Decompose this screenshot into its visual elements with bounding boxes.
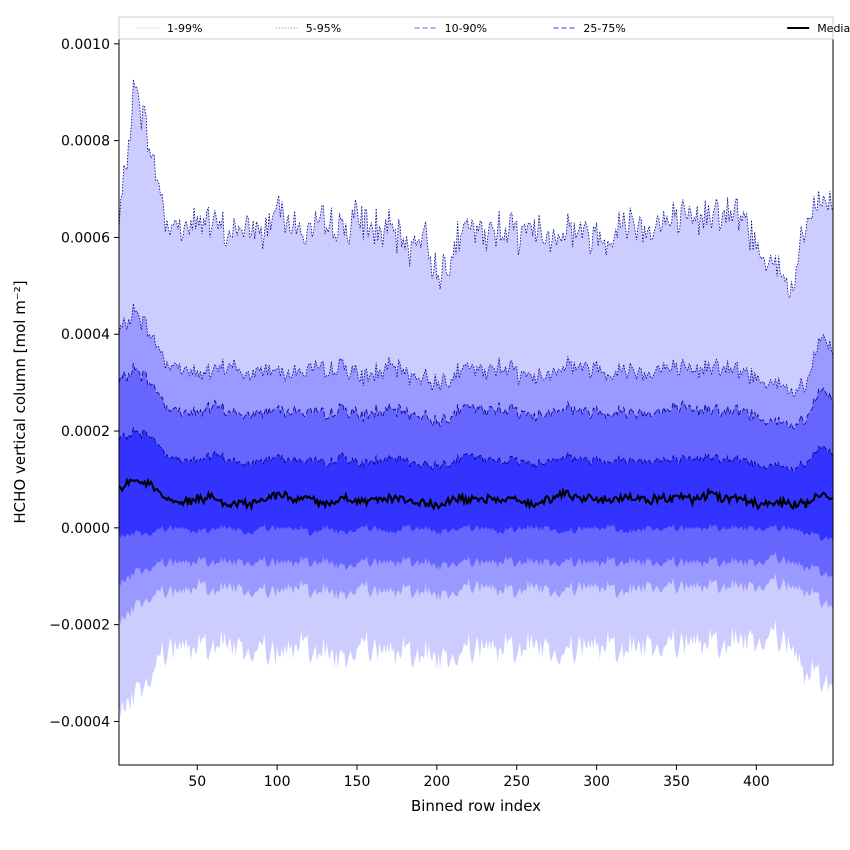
x-tick-label: 300 [583,774,610,790]
legend-label: 5-95% [306,22,341,35]
y-tick-label: −0.0002 [49,618,110,634]
x-axis: 50 100 150 200 250 300 350 400 [188,765,770,790]
y-tick-label: 0.0008 [61,134,110,150]
legend-label: 25-75% [583,22,625,35]
band-25-75 [119,426,833,541]
y-tick-label: 0.0006 [61,230,110,246]
y-tick-label: −0.0004 [49,714,110,730]
legend-label: 10-90% [445,22,487,35]
band-fill [119,427,833,541]
median-line [119,477,833,512]
x-tick-label: 350 [663,774,690,790]
x-tick-label: 250 [503,774,530,790]
band-upper-line [119,303,833,398]
legend-label: 1-99% [167,22,202,35]
y-tick-label: 0.0010 [61,37,110,53]
x-tick-label: 100 [264,774,291,790]
y-axis-title: HCHO vertical column [mol m⁻²] [11,280,29,523]
legend: 1-99% 5-95% 10-90% 25-75% Median [118,16,850,40]
band-upper-line [119,426,833,472]
y-tick-label: 0.0004 [61,327,110,343]
median-layer [119,477,833,512]
x-tick-label: 400 [743,774,770,790]
y-tick-label: 0.0000 [61,521,110,537]
legend-label: Median [817,22,850,35]
band-upper-line [119,363,833,430]
percentile-bands [119,79,833,718]
legend-box [118,16,834,40]
x-tick-label: 150 [344,774,371,790]
y-tick-label: 0.0002 [61,424,110,440]
x-tick-label: 50 [188,774,206,790]
x-axis-title: Binned row index [411,797,541,815]
y-axis: −0.0004 −0.0002 0.0000 0.0002 0.0004 0.0006 0.… [49,37,119,730]
x-tick-label: 200 [423,774,450,790]
